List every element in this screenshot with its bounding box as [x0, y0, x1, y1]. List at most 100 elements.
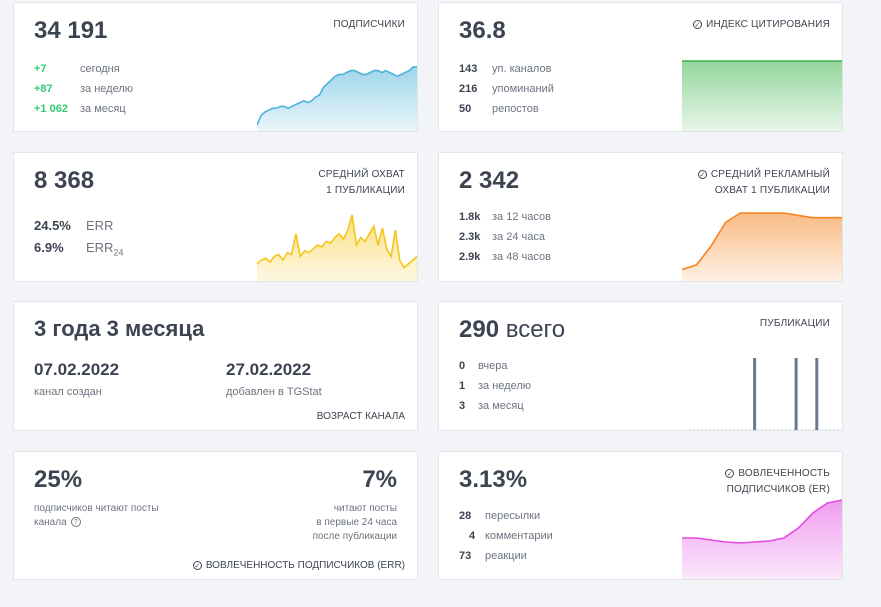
- post-bar: [815, 358, 819, 430]
- ad-reach-label: ✓ СРЕДНИЙ РЕКЛАМНЫЙ ОХВАТ 1 ПУБЛИКАЦИИ: [697, 167, 830, 199]
- citation-label-text: ИНДЕКС ЦИТИРОВАНИЯ: [706, 19, 830, 30]
- reach-label-line2: 1 ПУБЛИКАЦИИ: [326, 185, 405, 196]
- ad-reach-card[interactable]: 2 342 ✓ СРЕДНИЙ РЕКЛАМНЫЙ ОХВАТ 1 ПУБЛИКА…: [438, 152, 843, 282]
- err-right-value: 7%: [362, 466, 397, 493]
- engagement-value: 3.13%: [459, 466, 528, 493]
- posts-suffix: всего: [499, 316, 566, 343]
- citation-stats: 143 уп. каналов 216 упоминаний 50 репостов: [459, 59, 554, 119]
- age-value: 3 года 3 месяца: [34, 316, 205, 341]
- err-left-text-line2: канала: [34, 517, 67, 528]
- err-right-text-line1: читают посты: [333, 503, 397, 514]
- created-block: 07.02.2022 канал создан: [34, 360, 119, 398]
- stat-num: 3: [459, 400, 466, 412]
- citation-label: ✓ ИНДЕКС ЦИТИРОВАНИЯ: [693, 17, 830, 33]
- added-block: 27.02.2022 добавлен в TGStat: [226, 360, 322, 398]
- stat-num: 1.8k: [459, 211, 481, 223]
- stat-text: за неделю: [80, 83, 134, 95]
- added-date: 27.02.2022: [226, 360, 312, 379]
- posts-bar-chart: [689, 358, 841, 430]
- ad-reach-label-line2: ОХВАТ 1 ПУБЛИКАЦИИ: [714, 185, 830, 196]
- sparkline-area: [257, 66, 417, 131]
- sparkline-line: [257, 66, 417, 126]
- info-icon[interactable]: ✓: [693, 19, 703, 29]
- ad-reach-sparkline: [682, 212, 842, 281]
- reach-err-stats: 24.5% ERR 6.9% ERR24: [34, 215, 123, 259]
- posts-card[interactable]: 290 всего ПУБЛИКАЦИИ 0 вчера 1 за неделю 3…: [438, 301, 843, 431]
- err-right-text: читают посты в первые 24 часа после публ…: [313, 502, 397, 544]
- added-label: добавлен в TGStat: [226, 386, 322, 398]
- err24-sub: 24: [113, 247, 124, 258]
- reach-sparkline: [257, 214, 417, 281]
- subscribers-card[interactable]: 34 191 ПОДПИСЧИКИ +7 сегодня +87 за неделю…: [13, 2, 418, 132]
- sparkline-line: [682, 212, 842, 271]
- subscribers-stats: +7 сегодня +87 за неделю +1 062 за месяц: [34, 59, 133, 119]
- stat-text: пересылки: [485, 510, 541, 522]
- engagement-label-line1: ВОВЛЕЧЕННОСТЬ: [738, 468, 830, 479]
- stat-text: за 48 часов: [492, 251, 551, 263]
- engagement-stats: 28 пересылки 4 комментарии 73 реакции: [459, 506, 553, 566]
- stat-text: комментарии: [485, 530, 553, 542]
- ad-reach-value: 2 342: [459, 167, 520, 194]
- age-card[interactable]: 3 года 3 месяца 07.02.2022 канал создан …: [13, 301, 418, 431]
- info-icon[interactable]: ✓: [192, 560, 202, 570]
- stat-num: +7: [34, 63, 47, 75]
- stat-text: уп. каналов: [492, 63, 552, 75]
- created-label: канал создан: [34, 386, 102, 398]
- engagement-sparkline: [682, 499, 842, 579]
- subscribers-label: ПОДПИСЧИКИ: [333, 19, 405, 30]
- ad-reach-stats: 1.8k за 12 часов 2.3k за 24 часа 2.9k за 48…: [459, 207, 551, 267]
- created-date: 07.02.2022: [34, 360, 120, 379]
- citation-card[interactable]: 36.8 ✓ ИНДЕКС ЦИТИРОВАНИЯ 143 уп. каналов …: [438, 2, 843, 132]
- post-bar: [794, 358, 798, 430]
- err-left-value: 25%: [34, 466, 83, 493]
- stat-num: 2.3k: [459, 231, 481, 243]
- stat-num: 50: [459, 103, 472, 115]
- info-icon[interactable]: ✓: [725, 468, 735, 478]
- subscribers-sparkline: [257, 66, 417, 131]
- subscribers-value: 34 191: [34, 17, 108, 44]
- sparkline-area: [682, 500, 842, 579]
- stat-num: 73: [459, 550, 472, 562]
- info-icon[interactable]: ✓: [697, 169, 707, 179]
- posts-stats: 0 вчера 1 за неделю 3 за месяц: [459, 356, 531, 416]
- stat-num: 2.9k: [459, 251, 481, 263]
- stat-text: упоминаний: [492, 83, 554, 95]
- stat-num: +1 062: [34, 103, 68, 115]
- citation-value: 36.8: [459, 17, 506, 44]
- err-left-text-line1: подписчиков читают посты: [34, 503, 159, 514]
- sparkline-area: [257, 214, 417, 281]
- reach-card[interactable]: 8 368 СРЕДНИЙ ОХВАТ 1 ПУБЛИКАЦИИ 24.5% ER…: [13, 152, 418, 282]
- stat-num: 216: [459, 83, 478, 95]
- sparkline-area: [682, 61, 842, 131]
- stat-text: за 24 часа: [492, 231, 545, 243]
- stat-num: +87: [34, 83, 53, 95]
- stat-text: реакции: [485, 550, 527, 562]
- help-icon[interactable]: ?: [70, 517, 81, 528]
- stat-num: 4: [468, 530, 476, 542]
- sparkline-line: [257, 214, 417, 269]
- reach-label: СРЕДНИЙ ОХВАТ 1 ПУБЛИКАЦИИ: [318, 167, 405, 199]
- err-left-text: подписчиков читают посты канала?: [34, 502, 159, 530]
- citation-sparkline: [682, 60, 842, 131]
- engagement-card[interactable]: 3.13% ✓ ВОВЛЕЧЕННОСТЬ ПОДПИСЧИКОВ (ER) 28…: [438, 451, 843, 580]
- stat-text: за месяц: [478, 400, 524, 412]
- stat-text: за месяц: [80, 103, 126, 115]
- err-num: 24.5%: [34, 218, 71, 233]
- age-label: ВОЗРАСТ КАНАЛА: [316, 411, 405, 422]
- stat-text: за неделю: [478, 380, 532, 392]
- err-right-text-line2: в первые 24 часа: [316, 517, 397, 528]
- err-card[interactable]: 25% подписчиков читают посты канала? 7% …: [13, 451, 418, 580]
- err-right-text-line3: после публикации: [312, 531, 397, 542]
- err24-text: ERR: [86, 240, 114, 255]
- err-text: ERR: [86, 218, 114, 233]
- err-label: ✓ ВОВЛЕЧЕННОСТЬ ПОДПИСЧИКОВ (ERR): [192, 560, 405, 571]
- stat-text: за 12 часов: [492, 211, 551, 223]
- engagement-label-line2: ПОДПИСЧИКОВ (ER): [726, 484, 830, 495]
- stat-num: 1: [459, 380, 466, 392]
- stat-num: 0: [459, 360, 466, 372]
- stat-text: вчера: [478, 360, 508, 372]
- stat-num: 28: [459, 510, 472, 522]
- posts-value-wrap: 290 всего: [459, 316, 565, 344]
- sparkline-line: [682, 499, 842, 544]
- stat-text: сегодня: [80, 63, 120, 75]
